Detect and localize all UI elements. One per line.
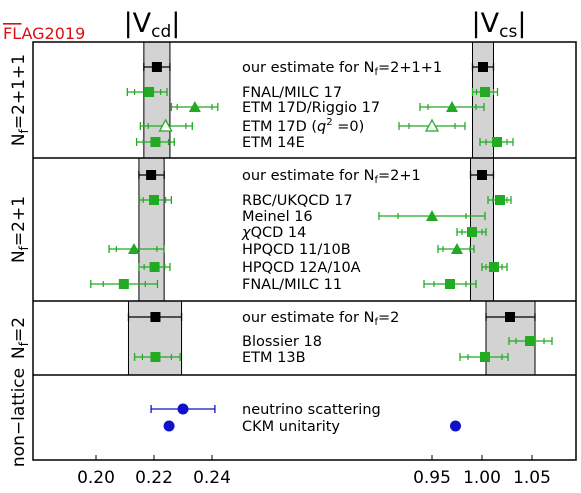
row-label-part: our estimate for N — [242, 60, 374, 76]
row-label-sup: 2 — [326, 117, 332, 128]
row-label: HPQCD 11/10B — [242, 242, 351, 258]
point-triangle — [127, 243, 140, 254]
row-label-italic: χ — [241, 225, 252, 241]
point-square — [480, 87, 490, 97]
group-label-sub: f — [17, 245, 31, 250]
group-label-sub: f — [17, 341, 31, 346]
row-label-part: our estimate for N — [242, 310, 374, 326]
group-label-main: non−lattice — [9, 368, 29, 467]
point-triangle — [426, 210, 438, 221]
point-square — [146, 170, 157, 180]
x-axis: 0.20 0.22 0.24 0.95 1.00 1.05 — [77, 455, 551, 488]
group-label-main: N — [9, 250, 29, 263]
point-square — [144, 87, 155, 97]
group-label-sub: f — [17, 128, 31, 133]
point-circle — [177, 403, 189, 415]
group-label-2: Nf=2+1 — [9, 196, 31, 263]
row-label-part: =2+1+1 — [378, 60, 442, 76]
row-label-part: =2+1 — [378, 168, 421, 184]
point-triangle — [188, 101, 201, 112]
group-label-rest: =2+1 — [9, 196, 29, 246]
group-label-main: N — [9, 133, 29, 146]
row-label: FNAL/MILC 11 — [242, 277, 342, 293]
vcd-tick-label: 0.22 — [135, 468, 173, 488]
point-square — [477, 170, 487, 180]
group-label-1: Nf=2+1+1 — [9, 54, 31, 146]
group-label-main: N — [9, 346, 29, 359]
title-vcs-sub: cs — [499, 22, 517, 42]
point-square — [150, 137, 161, 147]
point-circle — [163, 420, 175, 432]
point-square — [149, 262, 160, 272]
row-label: χQCD 14 — [241, 225, 306, 241]
point-square — [150, 352, 161, 362]
row-label: our estimate for Nf=2+1 — [242, 168, 421, 186]
point-square — [495, 195, 505, 205]
plot-frame — [32, 41, 577, 461]
point-square — [150, 312, 161, 322]
row-label: ETM 17D (q2 =0) — [242, 117, 364, 135]
point-square — [489, 262, 499, 272]
point-open-triangle — [424, 118, 440, 132]
row-label: ETM 17D/Riggio 17 — [242, 100, 380, 116]
vcd-tick-label: 0.20 — [77, 468, 115, 488]
row-label-part: QCD 14 — [251, 225, 307, 241]
point-square — [480, 352, 490, 362]
row-label: RBC/UKQCD 17 — [242, 193, 353, 209]
group-label-4: non−lattice — [9, 368, 29, 467]
frame-layer — [32, 41, 577, 461]
point-square — [478, 62, 488, 72]
labels-layer: Nf=2+1+1 our estimate for Nf=2+1+1FNAL/MI… — [9, 54, 442, 467]
row-label: Blossier 18 — [242, 334, 322, 350]
point-triangle — [451, 243, 463, 254]
row-label: ETM 14E — [242, 135, 305, 151]
row-label-sub: f — [374, 67, 378, 78]
row-label: our estimate for Nf=2 — [242, 310, 399, 328]
group-label-rest: =2 — [9, 317, 29, 342]
group-label-3: Nf=2 — [9, 317, 31, 359]
row-label: Meinel 16 — [242, 209, 313, 225]
point-square — [445, 279, 455, 289]
vcd-tick-label: 0.24 — [193, 468, 231, 488]
vcs-tick-label: 1.05 — [513, 468, 551, 488]
row-label-part: =2 — [378, 310, 399, 326]
title-vcd: |Vcd| — [124, 8, 181, 42]
title-vcs: |Vcs| — [472, 8, 527, 42]
row-label: ETM 13B — [242, 350, 306, 366]
row-label-part: =0) — [333, 119, 365, 135]
vcs-tick-label: 0.95 — [413, 468, 451, 488]
row-label-part: our estimate for N — [242, 168, 374, 184]
flag-badge-overlined: FL — [3, 24, 21, 43]
points-layer — [90, 62, 553, 432]
point-open-triangle — [158, 118, 173, 132]
row-label-part: ETM 17D ( — [242, 119, 317, 135]
point-square — [149, 195, 159, 205]
row-label: neutrino scattering — [242, 402, 381, 418]
title-vcd-sub: cd — [151, 22, 171, 42]
group-label-rest: =2+1+1 — [9, 54, 29, 129]
flag-badge: FLAG2019 — [3, 24, 85, 43]
row-label-sub: f — [374, 317, 378, 328]
point-square — [492, 137, 502, 147]
point-square — [525, 336, 535, 346]
flag-badge-rest: AG2019 — [21, 24, 85, 43]
row-label: CKM unitarity — [242, 419, 340, 435]
row-label: HPQCD 12A/10A — [242, 260, 361, 276]
row-label: FNAL/MILC 17 — [242, 85, 342, 101]
row-label-italic: q — [317, 119, 326, 135]
row-label-sub: f — [374, 175, 378, 186]
point-square — [118, 279, 129, 289]
point-square — [505, 312, 515, 322]
band-vcs-group-1 — [472, 41, 494, 159]
point-square — [467, 227, 477, 237]
point-triangle — [446, 101, 458, 112]
point-square — [151, 62, 162, 72]
vcs-tick-label: 1.00 — [463, 468, 501, 488]
point-circle — [450, 420, 461, 432]
row-label: our estimate for Nf=2+1+1 — [242, 60, 442, 78]
